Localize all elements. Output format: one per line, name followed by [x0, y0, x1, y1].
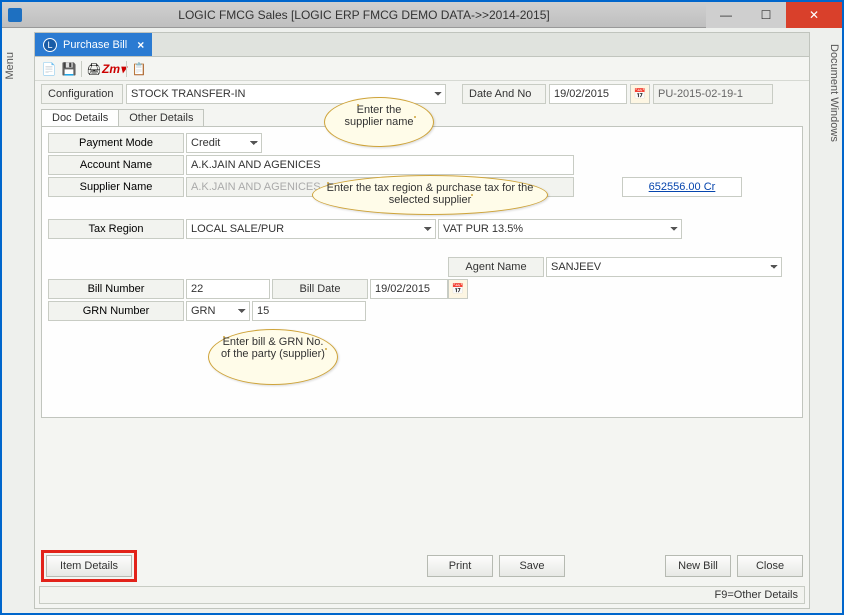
left-sidebar-tab[interactable]: Menu: [2, 48, 18, 84]
supplier-name-label: Supplier Name: [48, 177, 184, 197]
save-button[interactable]: Save: [499, 555, 565, 577]
maximize-button[interactable]: ☐: [746, 2, 786, 28]
callout-text-3: Enter bill & GRN No. of the party (suppl…: [221, 336, 325, 360]
zoom-icon[interactable]: Zm▾: [106, 61, 122, 77]
app-icon: [8, 8, 22, 22]
calendar-icon[interactable]: 📅: [630, 84, 650, 104]
minimize-button[interactable]: —: [706, 2, 746, 28]
main-panel: L Purchase Bill × 📄 💾 🖨 Zm▾ 📋 Configurat…: [34, 32, 810, 609]
module-tabstrip: L Purchase Bill ×: [35, 33, 809, 57]
close-button[interactable]: Close: [737, 555, 803, 577]
window-title: LOGIC FMCG Sales [LOGIC ERP FMCG DEMO DA…: [22, 8, 706, 22]
form-area: Payment Mode Credit Account Name Supplie…: [41, 126, 803, 418]
module-tab-close-icon[interactable]: ×: [133, 38, 144, 52]
supplier-balance-link[interactable]: 652556.00 Cr: [622, 177, 742, 197]
print-button[interactable]: Print: [427, 555, 493, 577]
new-icon[interactable]: 📄: [41, 61, 57, 77]
bill-date-input[interactable]: [370, 279, 448, 299]
bill-number-input[interactable]: [186, 279, 270, 299]
window-close-button[interactable]: ✕: [786, 2, 842, 28]
print-icon[interactable]: 🖨: [86, 61, 102, 77]
extra-icon[interactable]: 📋: [131, 61, 147, 77]
item-details-button[interactable]: Item Details: [46, 555, 132, 577]
grn-number-input[interactable]: [252, 301, 366, 321]
bill-date-label: Bill Date: [272, 279, 368, 299]
status-hint: F9=Other Details: [715, 589, 798, 601]
callout-text-1: Enter the supplier name: [344, 104, 413, 128]
grn-number-label: GRN Number: [48, 301, 184, 321]
toolbar: 📄 💾 🖨 Zm▾ 📋: [35, 57, 809, 81]
account-name-input[interactable]: [186, 155, 574, 175]
window-titlebar: LOGIC FMCG Sales [LOGIC ERP FMCG DEMO DA…: [2, 2, 842, 28]
grn-type-select[interactable]: GRN: [186, 301, 250, 321]
date-and-no-label: Date And No: [462, 84, 546, 104]
callout-supplier-name: Enter the supplier name: [324, 97, 434, 147]
status-bar: F9=Other Details: [39, 586, 805, 604]
bottom-button-bar: Item Details Print Save New Bill Close: [41, 550, 803, 582]
config-row: Configuration STOCK TRANSFER-IN Date And…: [35, 81, 809, 107]
item-details-highlight: Item Details: [41, 550, 137, 582]
tax-region-select[interactable]: LOCAL SALE/PUR: [186, 219, 436, 239]
payment-mode-label: Payment Mode: [48, 133, 184, 153]
account-name-label: Account Name: [48, 155, 184, 175]
callout-bill-grn: Enter bill & GRN No. of the party (suppl…: [208, 329, 338, 385]
agent-name-label: Agent Name: [448, 257, 544, 277]
configuration-label: Configuration: [41, 84, 123, 104]
doc-number-field: [653, 84, 773, 104]
tab-doc-details[interactable]: Doc Details: [41, 109, 119, 126]
module-tab-icon: L: [43, 38, 57, 52]
date-input[interactable]: [549, 84, 627, 104]
save-icon[interactable]: 💾: [61, 61, 77, 77]
bill-date-calendar-icon[interactable]: 📅: [448, 279, 468, 299]
callout-text-2: Enter the tax region & purchase tax for …: [327, 182, 534, 206]
payment-mode-select[interactable]: Credit: [186, 133, 262, 153]
tax-region-label: Tax Region: [48, 219, 184, 239]
tab-other-details[interactable]: Other Details: [118, 109, 204, 126]
tax-scheme-select[interactable]: VAT PUR 13.5%: [438, 219, 682, 239]
new-bill-button[interactable]: New Bill: [665, 555, 731, 577]
right-sidebar-tab[interactable]: Document Windows: [826, 40, 842, 146]
module-tab-purchase-bill[interactable]: L Purchase Bill ×: [35, 33, 152, 56]
agent-name-select[interactable]: SANJEEV: [546, 257, 782, 277]
module-tab-label: Purchase Bill: [63, 39, 127, 51]
callout-tax-region: Enter the tax region & purchase tax for …: [312, 175, 548, 215]
bill-number-label: Bill Number: [48, 279, 184, 299]
